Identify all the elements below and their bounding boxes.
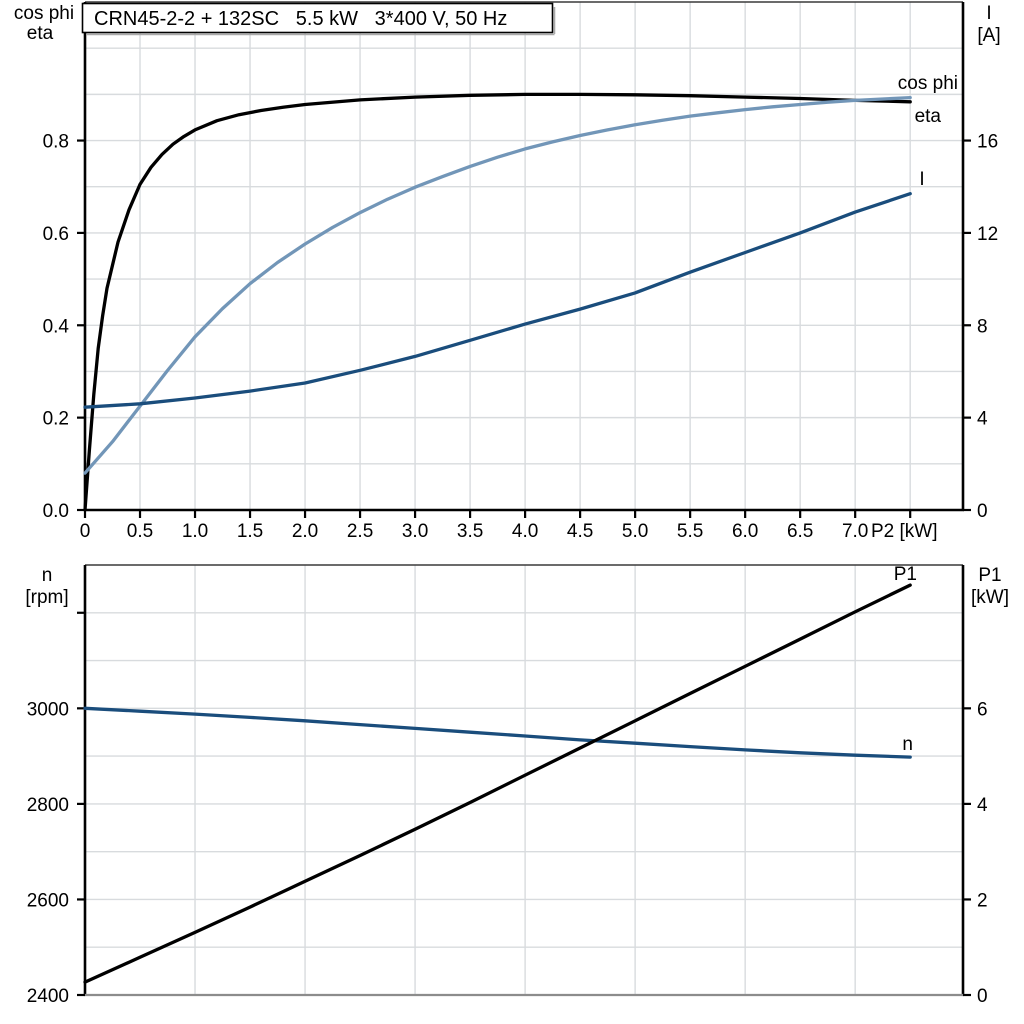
left-tick-label: 2800	[27, 795, 69, 816]
left-tick-label: 0.2	[43, 409, 69, 430]
right-tick-label: 4	[977, 409, 988, 430]
left-tick-label: 0.0	[43, 501, 69, 522]
left-tick-label: 2400	[27, 986, 69, 1007]
upper-right-axis-title-line1: I	[986, 3, 991, 24]
n-curve-label: n	[902, 734, 913, 755]
chart-layer: 0.0 0.2 0.4 0.6 0.8 0 4 8 12 16 0 0.5 1.0 1.5 2.0 2.5 3.…	[27, 1, 998, 1007]
eta-curve-label: eta	[915, 106, 942, 127]
title-box	[81, 2, 554, 34]
lower-right-axis-title-line1: P1	[978, 565, 1001, 586]
right-tick-label: 2	[977, 890, 988, 911]
p1-curve-label: P1	[894, 564, 917, 585]
left-tick-label: 2600	[27, 890, 69, 911]
right-tick-label: 0	[977, 501, 988, 522]
chart-title: CRN45-2-2 + 132SC 5.5 kW 3*400 V, 50 Hz	[94, 8, 507, 30]
right-tick-label: 12	[977, 224, 998, 245]
upper-x-axis-title: P2 [kW]	[871, 521, 938, 542]
right-tick-label: 6	[977, 699, 988, 720]
cos-phi-curve-label: cos phi	[898, 73, 958, 94]
left-tick-label: 0.6	[43, 224, 69, 245]
lower-left-axis-title-line1: n	[42, 565, 53, 586]
upper-right-axis-title-line2: [A]	[977, 25, 1000, 46]
x-tick-label: 4.5	[567, 521, 593, 542]
left-tick-label: 0.8	[43, 132, 69, 153]
x-tick-label: 4.0	[512, 521, 538, 542]
left-tick-label: 0.4	[43, 316, 70, 337]
x-tick-label: 6.5	[787, 521, 813, 542]
x-tick-label: 2.5	[347, 521, 373, 542]
right-tick-label: 0	[977, 986, 988, 1007]
right-tick-label: 4	[977, 795, 988, 816]
x-tick-label: 2.0	[292, 521, 318, 542]
left-tick-label: 3000	[27, 699, 69, 720]
curve-eta	[83, 92, 912, 512]
right-tick-label: 16	[977, 132, 998, 153]
curve-n	[83, 706, 912, 759]
x-tick-label: 5.0	[622, 521, 648, 542]
lower-right-axis-title-line2: [kW]	[971, 587, 1009, 608]
x-tick-label: 0.5	[127, 521, 153, 542]
x-tick-label: 6.0	[732, 521, 758, 542]
x-tick-label: 0	[80, 521, 91, 542]
x-tick-label: 1.5	[237, 521, 263, 542]
upper-left-axis-title-line1: cos phi	[14, 3, 74, 24]
x-tick-label: 1.0	[182, 521, 208, 542]
lower-left-axis-title-line2: [rpm]	[25, 587, 68, 608]
curve-p1	[83, 583, 912, 984]
upper-left-axis-title-line2: eta	[27, 23, 54, 44]
x-tick-label: 5.5	[677, 521, 703, 542]
current-curve-label: I	[919, 169, 924, 190]
right-tick-label: 8	[977, 316, 988, 337]
curve-cos-phi	[83, 95, 912, 475]
curve-i	[83, 192, 912, 409]
x-tick-label: 3.5	[457, 521, 483, 542]
x-tick-label: 3.0	[402, 521, 428, 542]
x-tick-label: 7.0	[842, 521, 868, 542]
